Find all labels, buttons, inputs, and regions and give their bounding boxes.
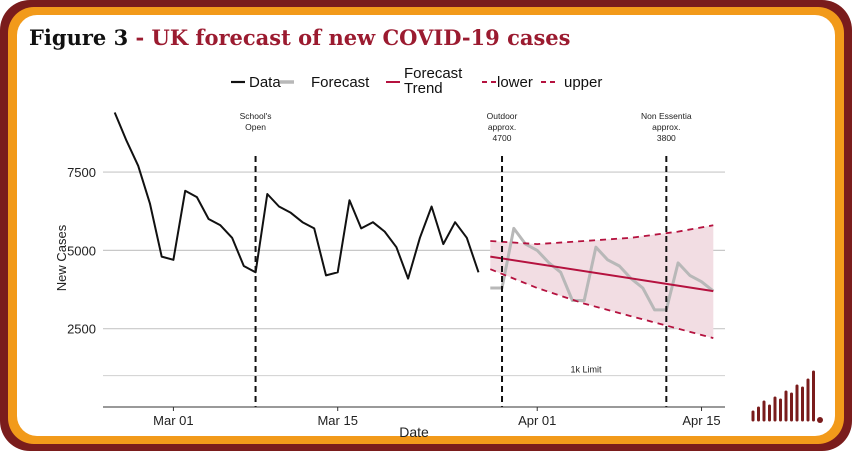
event-label-0: School's Open — [240, 111, 272, 132]
event-label-1-line: 4700 — [493, 133, 512, 143]
legend-label-upper: upper — [564, 74, 602, 91]
event-label-1-line: approx. — [488, 122, 516, 132]
brand-logo-icon — [751, 370, 823, 423]
figure-title-text: UK forecast of new COVID-19 cases — [151, 25, 571, 50]
y-tick-label-2500: 2500 — [67, 322, 96, 337]
forecast-series-line — [490, 226, 715, 312]
event-label-1: Outdoor approx. 4700 — [487, 111, 518, 143]
y-axis-title: New Cases — [54, 224, 69, 291]
event-label-2-line: Non Essentia — [641, 111, 692, 121]
lower-series-line — [489, 268, 714, 339]
figure-title: Figure 3 - UK forecast of new COVID-19 c… — [29, 25, 570, 50]
event-label-2-line: approx. — [652, 122, 680, 132]
data-series-line — [113, 112, 480, 280]
forecast-trend-line — [490, 255, 714, 293]
logo-dot — [817, 417, 823, 423]
x-tick-label-1: Mar 15 — [317, 413, 357, 428]
y-tick-label-5000: 5000 — [67, 243, 96, 258]
legend-label-line: Trend — [404, 80, 443, 97]
figure-panel: Figure 3 - UK forecast of new COVID-19 c… — [17, 15, 835, 436]
event-label-2-line: 3800 — [657, 133, 676, 143]
legend-label-lower: lower — [497, 74, 533, 91]
figure-label: Figure 3 — [29, 25, 129, 50]
limit-line-label: 1k Limit — [570, 365, 602, 375]
legend-label-trend: Forecast Trend — [404, 65, 463, 97]
legend-label-line: Forecast — [404, 65, 463, 82]
x-tick-label-3: Apr 15 — [682, 413, 720, 428]
legend-label-forecast: Forecast — [311, 74, 370, 91]
event-label-2: Non Essentia approx. 3800 — [641, 111, 692, 143]
legend-label-data: Data — [249, 74, 281, 91]
event-label-1-line: Outdoor — [487, 111, 518, 121]
event-label-0-line: Open — [245, 122, 266, 132]
figure-title-separator: - — [128, 25, 152, 50]
x-tick-label-0: Mar 01 — [153, 413, 193, 428]
x-tick-label-2: Apr 01 — [518, 413, 556, 428]
y-tick-label-7500: 7500 — [67, 165, 96, 180]
x-axis-title: Date — [399, 424, 429, 440]
event-label-0-line: School's — [240, 111, 272, 121]
